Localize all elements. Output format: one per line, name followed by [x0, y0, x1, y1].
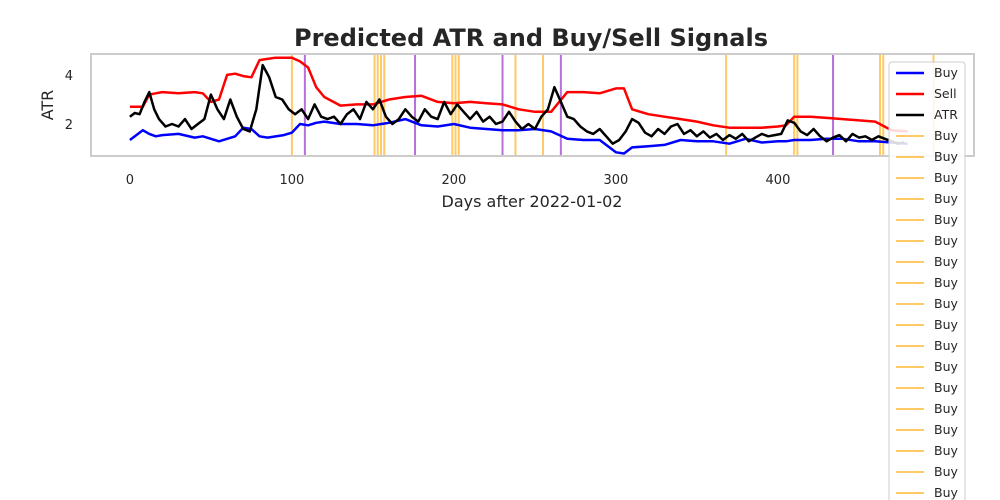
legend-label: Buy	[934, 422, 958, 437]
x-axis-label: Days after 2022-01-02	[442, 192, 623, 211]
plot-frame	[90, 53, 975, 157]
legend-label: Buy	[934, 359, 958, 374]
legend-label: Buy	[934, 443, 958, 458]
legend-label: Buy	[934, 380, 958, 395]
x-tick-label: 200	[442, 173, 467, 188]
x-tick-label: 100	[279, 173, 304, 188]
y-axis-label: ATR	[38, 90, 57, 121]
legend-label: Buy	[934, 317, 958, 332]
chart-title: Predicted ATR and Buy/Sell Signals	[294, 24, 768, 52]
legend-label: Buy	[934, 149, 958, 164]
y-tick-label: 4	[65, 69, 73, 84]
signal-lines	[290, 55, 935, 155]
legend-label: Buy	[934, 485, 958, 500]
x-tick-label: 0	[126, 173, 134, 188]
axis-ticks: 0 100 200 300 400 2 4	[65, 69, 791, 188]
legend-box	[888, 61, 966, 500]
legend: Buy Sell ATR Buy Buy Buy Buy Buy Buy Buy Buy Buy Buy…	[888, 61, 966, 500]
y-tick-label: 2	[65, 118, 73, 133]
legend-label: ATR	[934, 107, 958, 122]
legend-label: Buy	[934, 212, 958, 227]
legend-label: Buy	[934, 275, 958, 290]
series-line-sell	[129, 56, 908, 133]
legend-label: Buy	[934, 170, 958, 185]
legend-label: Buy	[934, 191, 958, 206]
series-lines	[129, 56, 908, 155]
legend-label: Buy	[934, 401, 958, 416]
legend-label: Buy	[934, 338, 958, 353]
legend-label: Buy	[934, 254, 958, 269]
legend-label: Buy	[934, 233, 958, 248]
plot-area: 0 100 200 300 400 2 4	[65, 53, 975, 188]
x-tick-label: 300	[604, 173, 629, 188]
legend-label: Buy	[934, 296, 958, 311]
series-line-atr	[129, 63, 905, 145]
x-tick-label: 400	[766, 173, 791, 188]
legend-label: Buy	[934, 464, 958, 479]
legend-label: Sell	[934, 86, 957, 101]
legend-label: Buy	[934, 128, 958, 143]
series-line-buy	[129, 117, 908, 155]
legend-label: Buy	[934, 65, 958, 80]
